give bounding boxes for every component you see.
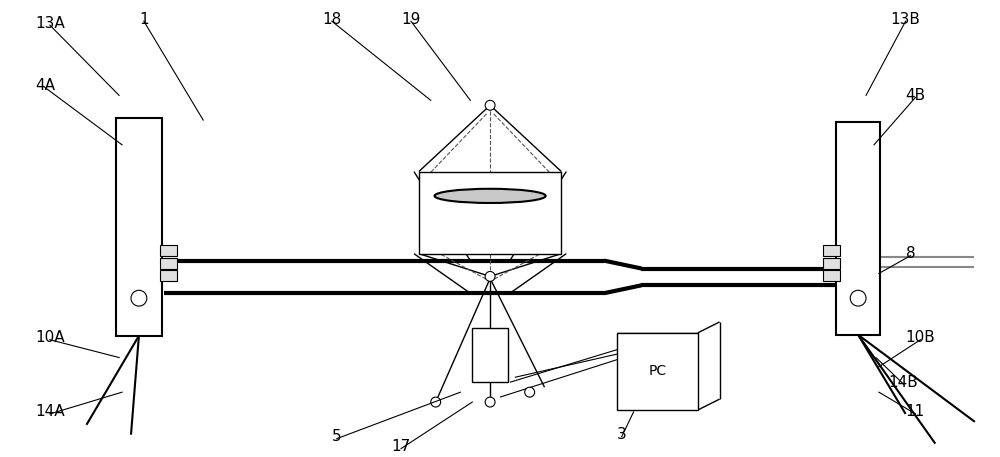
Text: 13B: 13B: [891, 12, 921, 27]
Circle shape: [525, 387, 535, 397]
Text: 4A: 4A: [35, 78, 55, 93]
Bar: [160, 271, 177, 282]
Text: 4B: 4B: [906, 88, 926, 103]
Bar: [160, 245, 177, 255]
Text: 3: 3: [617, 427, 626, 442]
Text: 18: 18: [322, 12, 341, 27]
Text: 5: 5: [332, 429, 341, 444]
Text: 10B: 10B: [906, 330, 935, 345]
Bar: [823, 245, 840, 255]
Text: 17: 17: [391, 439, 410, 454]
Text: PC: PC: [648, 364, 666, 378]
Bar: [823, 271, 840, 282]
Ellipse shape: [435, 189, 546, 203]
Text: 8: 8: [906, 246, 915, 261]
Bar: [160, 258, 177, 269]
Circle shape: [485, 101, 495, 110]
Text: 14B: 14B: [889, 375, 919, 390]
Circle shape: [485, 271, 495, 282]
Bar: [836, 122, 880, 335]
Text: 14A: 14A: [35, 404, 65, 420]
Text: 13A: 13A: [35, 16, 65, 31]
Text: 19: 19: [401, 12, 420, 27]
Text: 11: 11: [906, 404, 925, 420]
Bar: [419, 171, 561, 254]
Circle shape: [431, 397, 441, 407]
Circle shape: [131, 290, 147, 306]
Circle shape: [850, 290, 866, 306]
Bar: [116, 118, 162, 336]
Circle shape: [485, 397, 495, 407]
Text: 1: 1: [139, 12, 149, 27]
Bar: [472, 328, 508, 382]
Text: 10A: 10A: [35, 330, 65, 345]
Bar: [617, 333, 698, 410]
Bar: [823, 258, 840, 269]
